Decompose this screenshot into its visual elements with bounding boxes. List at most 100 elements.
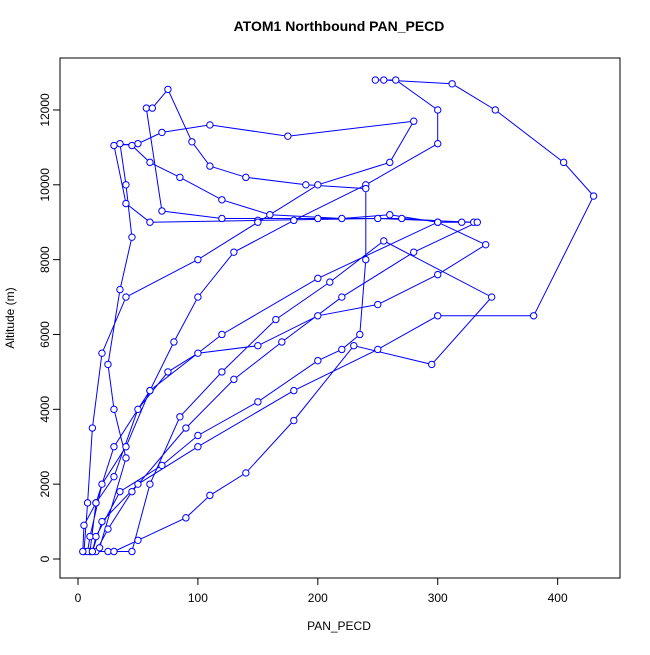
data-point	[98, 517, 106, 526]
data-point	[79, 547, 87, 556]
data-point	[284, 132, 292, 140]
data-point	[104, 525, 112, 533]
data-point	[434, 270, 442, 279]
data-point	[116, 487, 124, 496]
y-tick-label: 12000	[38, 93, 52, 127]
data-point	[86, 532, 94, 541]
data-point	[128, 141, 136, 150]
data-point	[116, 139, 124, 148]
data-point	[110, 443, 118, 451]
data-point	[434, 312, 442, 320]
y-tick-label: 0	[38, 555, 52, 562]
data-point	[146, 158, 154, 167]
data-point	[134, 405, 142, 414]
data-point	[142, 104, 151, 112]
data-point	[182, 424, 190, 432]
data-point	[314, 356, 322, 365]
data-point	[116, 285, 124, 294]
data-point	[158, 128, 166, 137]
data-point	[434, 218, 442, 226]
data-point	[88, 424, 97, 432]
data-point	[410, 117, 418, 125]
data-point	[158, 461, 166, 470]
data-point	[194, 443, 202, 451]
data-point	[338, 345, 346, 354]
data-point	[338, 293, 346, 301]
data-point	[206, 491, 214, 500]
data-point	[434, 139, 442, 148]
data-point	[104, 360, 112, 369]
data-point	[380, 76, 388, 84]
data-point	[350, 342, 358, 350]
data-point	[92, 499, 100, 507]
data-point	[314, 181, 322, 189]
y-tick-label: 6000	[38, 321, 52, 348]
data-point	[122, 199, 130, 208]
data-point	[356, 330, 364, 339]
data-point	[290, 416, 298, 425]
chart-title: ATOM1 Northbound PAN_PECD	[234, 18, 445, 34]
data-point	[128, 233, 136, 241]
data-point	[148, 104, 157, 112]
data-point	[218, 330, 226, 339]
data-point	[92, 532, 100, 541]
data-point	[164, 85, 172, 94]
x-tick-label: 0	[75, 591, 82, 605]
x-axis-label: PAN_PECD	[307, 619, 371, 633]
data-point	[146, 386, 154, 395]
data-point	[194, 431, 202, 440]
data-point	[242, 173, 250, 182]
data-point	[428, 360, 436, 369]
data-point	[314, 312, 322, 320]
data-point	[254, 218, 262, 226]
data-point	[158, 207, 166, 215]
data-point	[146, 218, 154, 226]
data-point	[110, 472, 118, 481]
data-point	[473, 218, 482, 226]
data-point	[218, 214, 226, 223]
x-tick-label: 200	[308, 591, 328, 605]
data-point	[110, 141, 118, 150]
y-tick-label: 2000	[38, 470, 52, 497]
data-point	[487, 293, 496, 301]
data-point	[194, 255, 202, 264]
data-point	[98, 349, 106, 357]
data-point	[278, 338, 286, 346]
data-point	[122, 443, 130, 451]
data-point	[362, 184, 370, 193]
data-point	[110, 405, 118, 414]
data-point	[448, 80, 456, 88]
data-point	[122, 454, 130, 462]
x-tick-label: 300	[428, 591, 448, 605]
data-point	[386, 211, 394, 219]
data-point	[194, 349, 202, 357]
data-point	[206, 121, 214, 129]
data-point	[122, 181, 130, 189]
data-point	[314, 214, 322, 223]
data-point	[491, 106, 499, 114]
data-point	[128, 487, 136, 496]
data-point	[290, 216, 298, 225]
data-point	[230, 248, 238, 256]
data-point	[374, 300, 382, 309]
data-point	[481, 240, 490, 249]
data-point	[398, 214, 406, 223]
data-point	[80, 521, 88, 530]
data-point	[98, 480, 106, 488]
data-point	[176, 413, 184, 421]
data-point	[134, 480, 142, 488]
data-point	[122, 293, 130, 301]
data-point	[410, 248, 418, 256]
data-point	[559, 158, 568, 167]
data-point	[134, 139, 142, 148]
data-point	[266, 211, 274, 219]
data-point	[529, 312, 538, 320]
data-point	[230, 375, 238, 384]
data-point	[188, 138, 196, 146]
data-point	[386, 158, 394, 167]
data-point	[290, 386, 298, 395]
data-point	[254, 398, 262, 406]
x-tick-label: 100	[188, 591, 208, 605]
data-point	[374, 214, 382, 223]
